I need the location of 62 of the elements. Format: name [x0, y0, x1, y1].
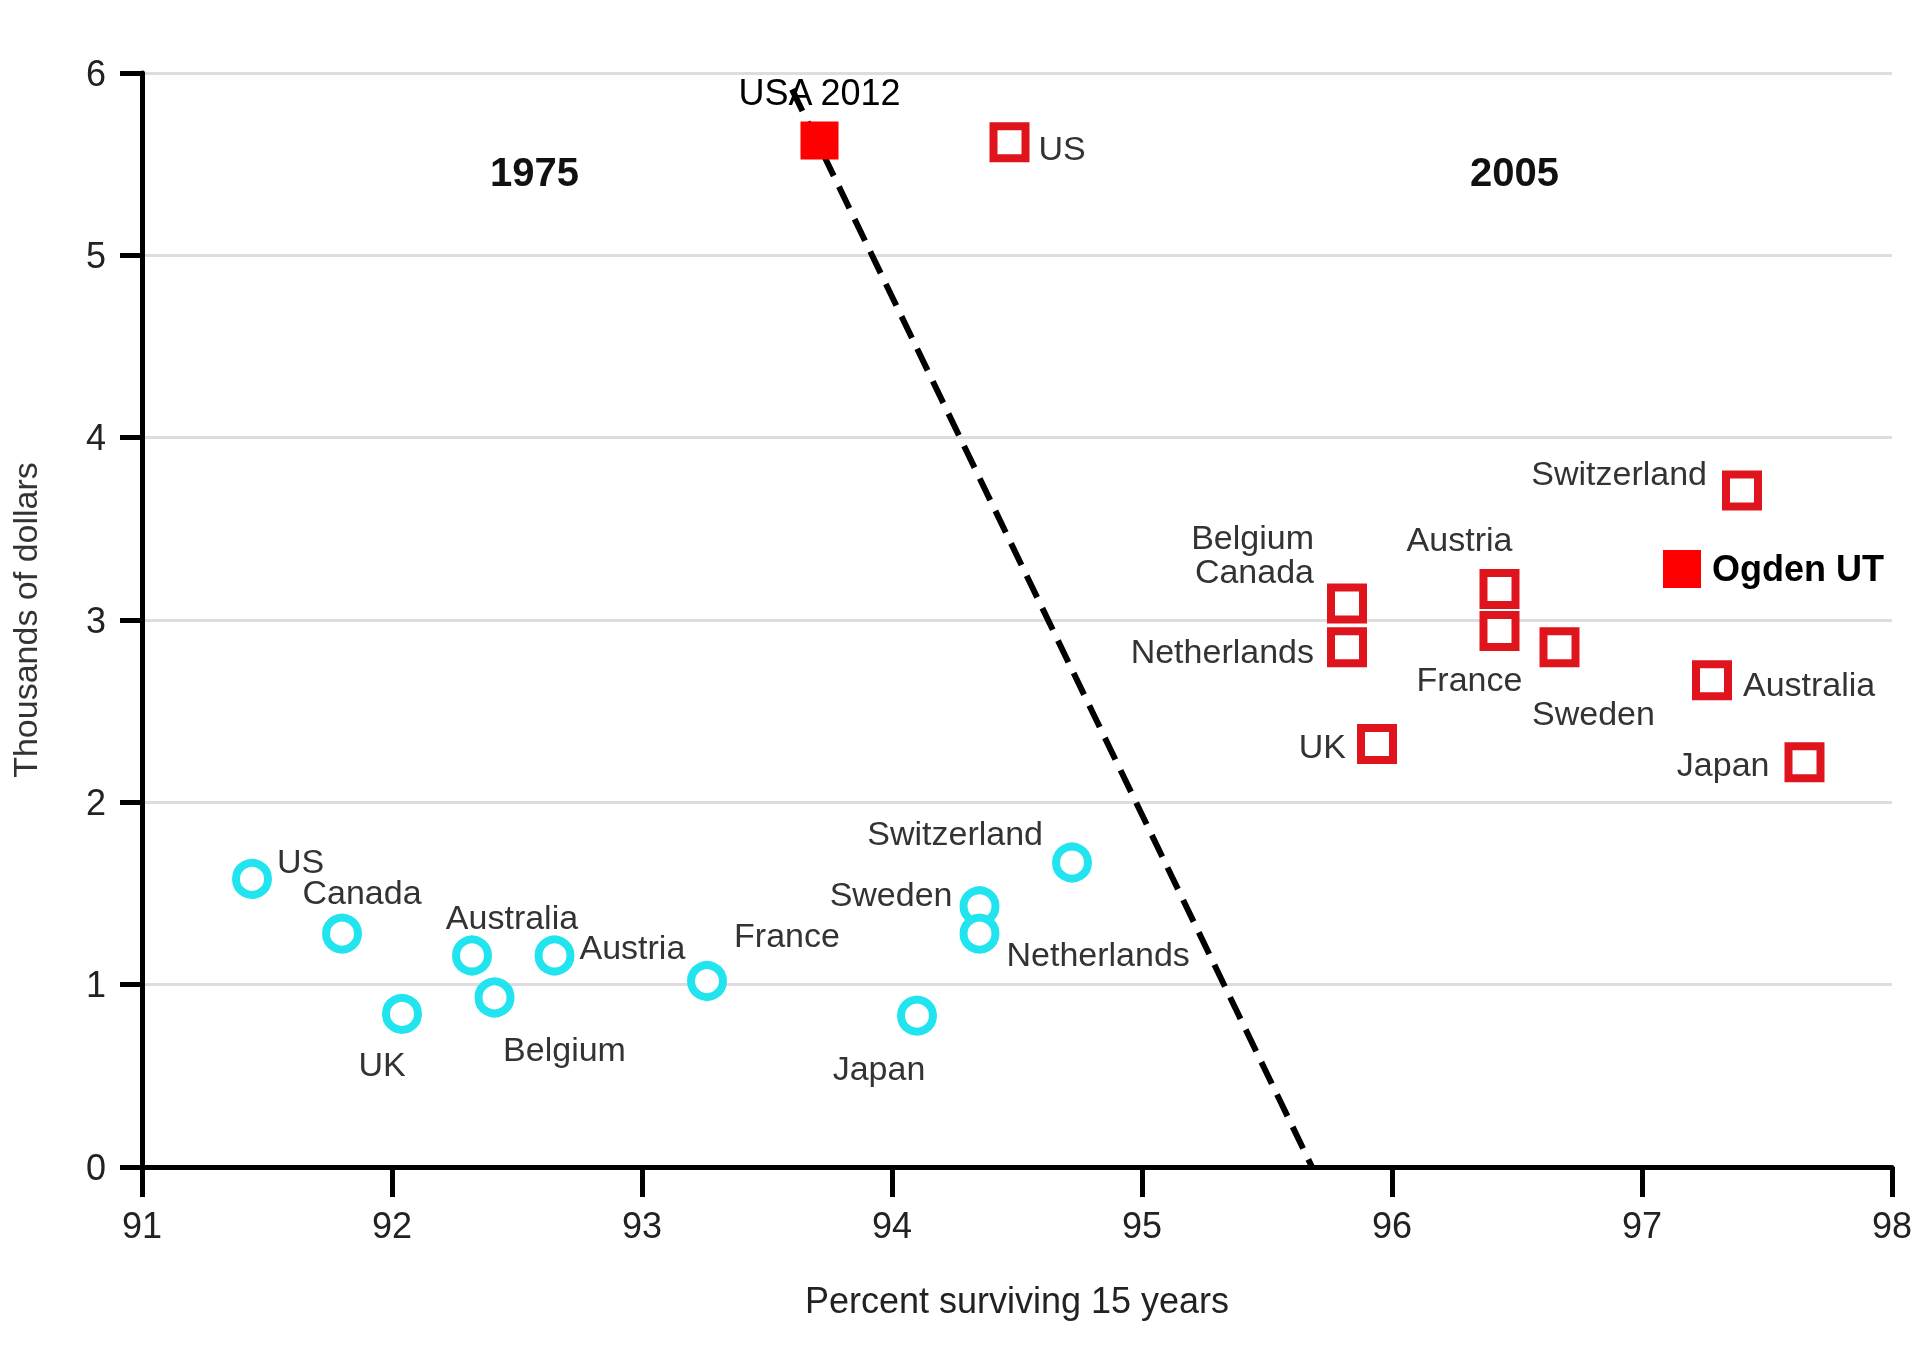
x-axis-title: Percent surviving 15 years [804, 1279, 1230, 1321]
y-tick-label: 2 [85, 781, 106, 823]
data-label: Belgium [503, 1030, 626, 1069]
data-label: France [734, 916, 840, 955]
point [232, 858, 272, 899]
point [382, 993, 422, 1034]
data-label: Austria [579, 928, 686, 967]
y-tick-label: 3 [85, 599, 106, 641]
x-tick-label: 91 [121, 1204, 163, 1246]
y-tick-label: 4 [85, 417, 106, 459]
x-tick-label: 96 [1371, 1204, 1413, 1246]
x-tick-label: 97 [1621, 1204, 1663, 1246]
data-label: France [1416, 659, 1523, 698]
point [1784, 742, 1825, 783]
y-tick-label: 5 [85, 234, 106, 276]
data-label: Japan [832, 1048, 926, 1087]
point [1692, 660, 1732, 701]
data-label: UK [358, 1044, 406, 1083]
point [1357, 723, 1397, 764]
point [452, 935, 492, 976]
point [1722, 470, 1762, 511]
point [322, 913, 362, 954]
point [687, 961, 727, 1002]
data-label: Netherlands [1006, 934, 1190, 973]
series-label: Ogden UT [1712, 548, 1884, 590]
point [989, 122, 1030, 163]
x-tick-label: 95 [1121, 1204, 1163, 1246]
x-tick-label: 92 [371, 1204, 413, 1246]
data-label: Switzerland [1531, 453, 1707, 492]
point [1327, 627, 1367, 668]
y-axis-title: Thousands of dollars [6, 462, 44, 778]
point [1052, 842, 1092, 883]
y-tick-label: 6 [85, 52, 106, 94]
point [1539, 627, 1580, 668]
point [800, 121, 839, 160]
point [959, 913, 1000, 954]
x-tick-label: 93 [621, 1204, 663, 1246]
point [1327, 583, 1367, 624]
point [534, 935, 575, 976]
point [474, 977, 515, 1018]
data-label: Australia [445, 898, 579, 937]
annotation: 1975 [490, 150, 579, 194]
data-label: Belgium Canada [1191, 517, 1315, 590]
data-label: Austria [1406, 520, 1513, 558]
point [1479, 610, 1520, 651]
series-label: USA 2012 [738, 71, 901, 113]
data-label: Australia [1743, 665, 1876, 704]
data-label: Switzerland [867, 813, 1043, 852]
point [1663, 549, 1701, 588]
data-label: Sweden [829, 875, 953, 914]
y-tick-label: 1 [85, 964, 106, 1006]
data-label: UK [1298, 726, 1347, 765]
point [897, 995, 937, 1036]
data-label: US [1038, 129, 1086, 168]
x-tick-label: 98 [1871, 1204, 1913, 1246]
point [1479, 569, 1520, 609]
data-label: Netherlands [1130, 632, 1314, 671]
data-label: Sweden [1532, 694, 1655, 733]
annotation: 2005 [1470, 150, 1559, 194]
y-tick-label: 0 [85, 1146, 106, 1188]
data-label: Japan [1676, 745, 1770, 784]
x-tick-label: 94 [871, 1204, 913, 1246]
